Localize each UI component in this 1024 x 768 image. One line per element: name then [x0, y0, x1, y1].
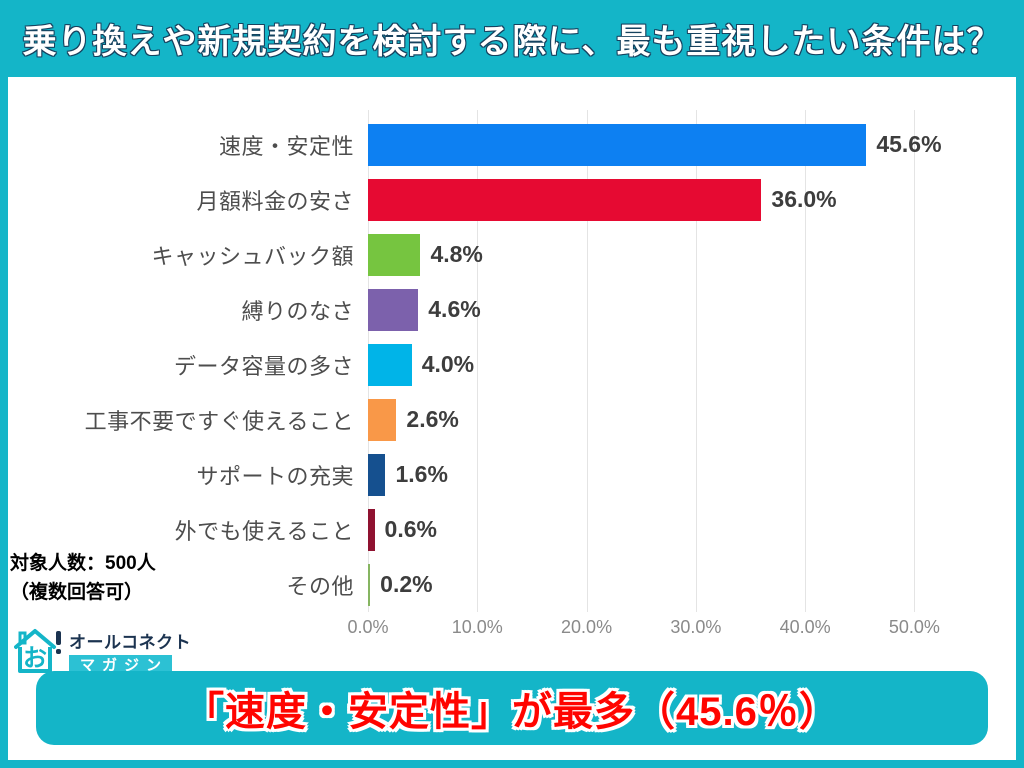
- bar: [368, 508, 375, 551]
- multi-answer-note: （複数回答可）: [10, 582, 144, 603]
- gridline: [914, 110, 916, 612]
- gridline: [695, 110, 697, 612]
- value-label: 0.6%: [384, 516, 437, 542]
- sample-note: 対象人数：500人 （複数回答可）: [10, 549, 156, 607]
- logo-subtitle: マガジン: [69, 655, 173, 676]
- logo-text: オールコネクト マガジン: [69, 628, 191, 676]
- bar: [368, 563, 371, 606]
- category-label: 月額料金の安さ: [196, 188, 354, 214]
- logo-name: オールコネクト: [69, 633, 192, 652]
- page-title: 乗り換えや新規契約を検討する際に、最も重視したい条件は？: [22, 23, 1002, 61]
- bar-row: データ容量の多さ 4.0%: [8, 337, 1016, 392]
- category-label: 工事不要ですぐ使えること: [84, 408, 354, 434]
- value-label: 4.6%: [428, 296, 481, 322]
- value-label: 1.6%: [395, 461, 448, 487]
- sample-size: 対象人数：500人: [10, 553, 156, 574]
- bar: [368, 343, 412, 386]
- category-label: その他: [286, 573, 354, 599]
- bar-row: 工事不要ですぐ使えること 2.6%: [8, 392, 1016, 447]
- gridline: [805, 110, 807, 612]
- value-label: 45.6%: [876, 131, 942, 157]
- bar-rows: 速度・安定性 45.6% 月額料金の安さ 36.0% キャッシュバック額 4.8% 縛りのな…: [8, 117, 1016, 612]
- x-tick-label: 50.0%: [888, 617, 940, 637]
- house-icon: お: [14, 625, 64, 682]
- bar: [368, 453, 386, 496]
- x-tick-label: 30.0%: [670, 617, 722, 637]
- value-label: 2.6%: [406, 406, 459, 432]
- bar-track: 0.2%: [368, 563, 1016, 606]
- category-label: 縛りのなさ: [241, 298, 354, 324]
- category-label: 速度・安定性: [218, 133, 354, 159]
- bar-track: 1.6%: [368, 453, 1016, 496]
- category-label: キャッシュバック額: [151, 243, 354, 269]
- bar: [368, 398, 397, 441]
- bar: [368, 178, 762, 221]
- bar-row: 外でも使えること 0.6%: [8, 502, 1016, 557]
- x-axis: 0.0% 10.0% 20.0% 30.0% 40.0% 50.0%: [347, 617, 980, 643]
- bar-track: 45.6%: [368, 123, 1016, 166]
- bar-track: 0.6%: [368, 508, 1016, 551]
- bar-row: サポートの充実 1.6%: [8, 447, 1016, 502]
- bar-track: 4.8%: [368, 233, 1016, 276]
- bar-row: 月額料金の安さ 36.0%: [8, 172, 1016, 227]
- value-label: 36.0%: [771, 186, 837, 212]
- bar-row: その他 0.2%: [8, 557, 1016, 612]
- bar-track: 36.0%: [368, 178, 1016, 221]
- x-tick-label: 40.0%: [779, 617, 831, 637]
- bar: [368, 123, 867, 166]
- bar: [368, 233, 421, 276]
- conclusion-banner: 「速度・安定性」が最多（45.6％）: [36, 671, 988, 745]
- bar-track: 2.6%: [368, 398, 1016, 441]
- header: 乗り換えや新規契約を検討する際に、最も重視したい条件は？: [0, 0, 1024, 77]
- bar-track: 4.6%: [368, 288, 1016, 331]
- value-label: 0.2%: [380, 571, 433, 597]
- value-label: 4.0%: [421, 351, 475, 377]
- conclusion-text: 「速度・安定性」が最多（45.6％）: [184, 690, 840, 734]
- chart-panel: 速度・安定性 45.6% 月額料金の安さ 36.0% キャッシュバック額 4.8% 縛りのな…: [8, 77, 1016, 760]
- value-label: 4.8%: [430, 241, 483, 267]
- svg-text:お: お: [23, 645, 47, 672]
- category-label: 外でも使えること: [174, 518, 354, 544]
- bar-track: 4.0%: [368, 343, 1016, 386]
- category-label: データ容量の多さ: [173, 353, 354, 379]
- bar: [368, 288, 419, 331]
- category-label: サポートの充実: [196, 463, 354, 489]
- bar-row: 速度・安定性 45.6%: [8, 117, 1016, 172]
- brand-logo: お オールコネクト マガジン: [14, 625, 191, 682]
- bar-row: 縛りのなさ 4.6%: [8, 282, 1016, 337]
- x-tick-label: 0.0%: [347, 617, 389, 637]
- gridline: [477, 110, 479, 612]
- x-tick-label: 10.0%: [451, 617, 503, 637]
- bar-row: キャッシュバック額 4.8%: [8, 227, 1016, 282]
- gridline: [586, 110, 588, 612]
- x-tick-label: 20.0%: [561, 617, 613, 637]
